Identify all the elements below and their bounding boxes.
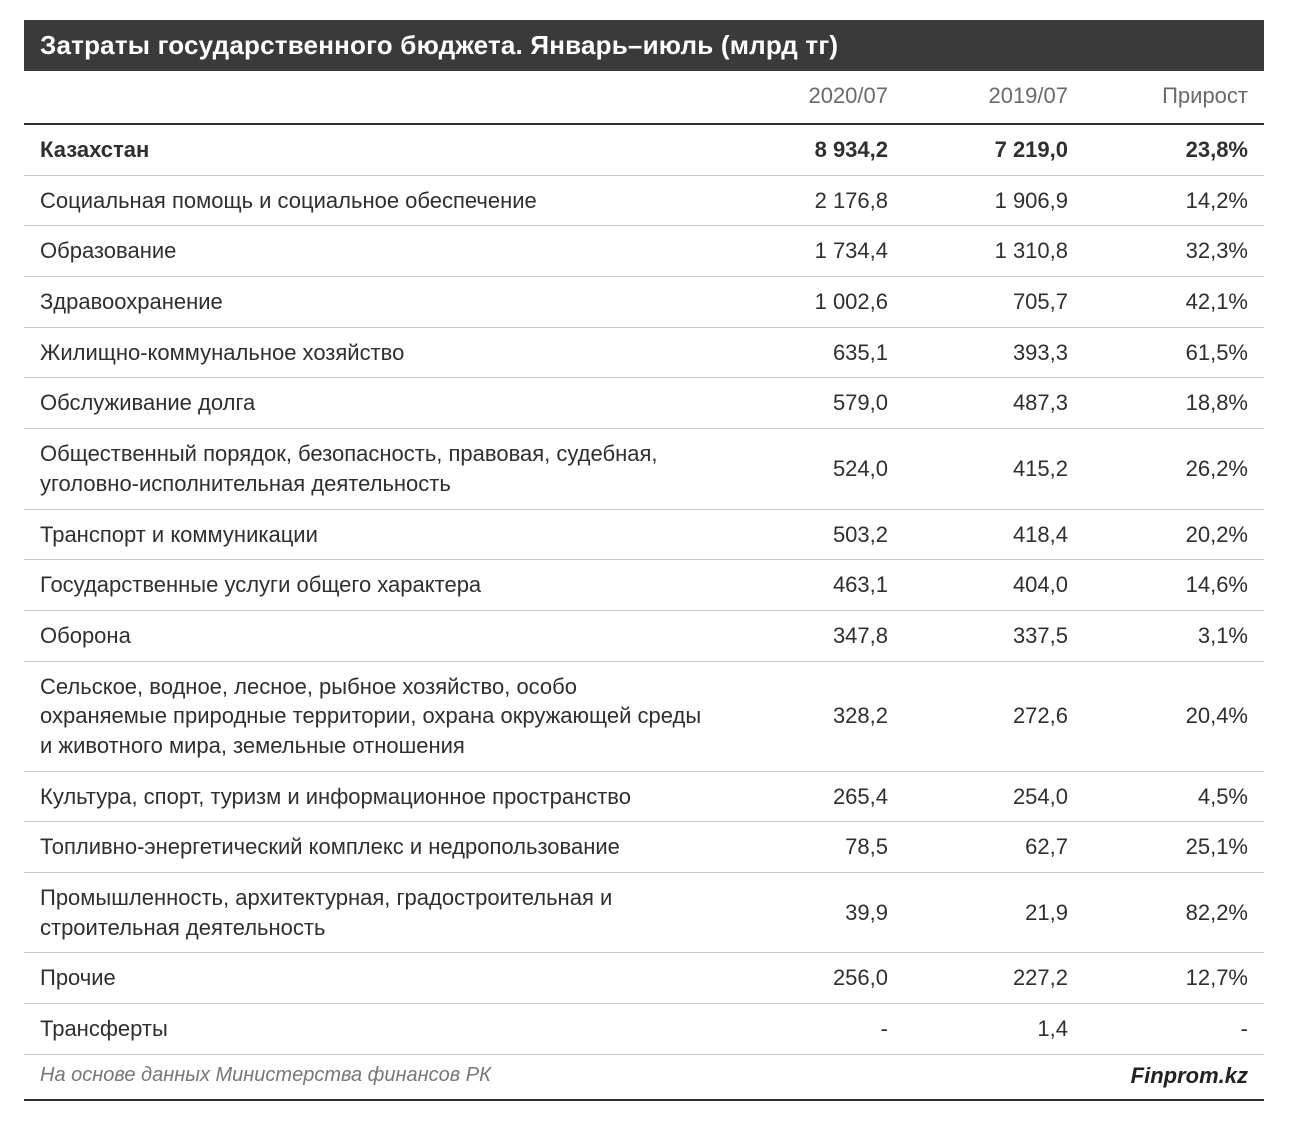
row-growth: 20,4% [1084, 661, 1264, 771]
total-growth: 23,8% [1084, 124, 1264, 175]
budget-table-panel: Затраты государственного бюджета. Январь… [24, 20, 1264, 1101]
row-2019: 337,5 [904, 610, 1084, 661]
row-name: Сельское, водное, лесное, рыбное хозяйст… [24, 661, 724, 771]
row-growth: 3,1% [1084, 610, 1264, 661]
row-name: Жилищно-коммунальное хозяйство [24, 327, 724, 378]
row-growth: 14,2% [1084, 175, 1264, 226]
col-header-growth: Прирост [1084, 71, 1264, 124]
row-2019: 415,2 [904, 429, 1084, 509]
row-growth: 26,2% [1084, 429, 1264, 509]
row-2019: 1,4 [904, 1004, 1084, 1055]
row-2020: 256,0 [724, 953, 904, 1004]
col-header-2020: 2020/07 [724, 71, 904, 124]
row-name: Социальная помощь и социальное обеспечен… [24, 175, 724, 226]
row-name: Прочие [24, 953, 724, 1004]
row-2019: 254,0 [904, 771, 1084, 822]
col-header-2019: 2019/07 [904, 71, 1084, 124]
row-2020: 1 002,6 [724, 277, 904, 328]
row-2020: 463,1 [724, 560, 904, 611]
row-2020: 78,5 [724, 822, 904, 873]
row-2020: 39,9 [724, 873, 904, 953]
table-row: Социальная помощь и социальное обеспечен… [24, 175, 1264, 226]
row-2019: 705,7 [904, 277, 1084, 328]
table-row: Трансферты-1,4- [24, 1004, 1264, 1055]
table-row: Жилищно-коммунальное хозяйство635,1393,3… [24, 327, 1264, 378]
table-row: Транспорт и коммуникации503,2418,420,2% [24, 509, 1264, 560]
row-2020: 347,8 [724, 610, 904, 661]
row-name: Общественный порядок, безопасность, прав… [24, 429, 724, 509]
table-footer-row: На основе данных Министерства финансов Р… [24, 1054, 1264, 1100]
row-2020: 265,4 [724, 771, 904, 822]
row-growth: 18,8% [1084, 378, 1264, 429]
row-2019: 418,4 [904, 509, 1084, 560]
row-name: Транспорт и коммуникации [24, 509, 724, 560]
row-2019: 21,9 [904, 873, 1084, 953]
row-2020: 579,0 [724, 378, 904, 429]
table-row: Здравоохранение1 002,6705,742,1% [24, 277, 1264, 328]
row-name: Культура, спорт, туризм и информационное… [24, 771, 724, 822]
row-2019: 272,6 [904, 661, 1084, 771]
table-row: Общественный порядок, безопасность, прав… [24, 429, 1264, 509]
table-row: Топливно-энергетический комплекс и недро… [24, 822, 1264, 873]
row-growth: 61,5% [1084, 327, 1264, 378]
footer-brand: Finprom.kz [904, 1054, 1264, 1100]
row-2020: 503,2 [724, 509, 904, 560]
budget-table: 2020/07 2019/07 Прирост Казахстан 8 934,… [24, 71, 1264, 1101]
col-header-name [24, 71, 724, 124]
row-growth: 12,7% [1084, 953, 1264, 1004]
table-header-row: 2020/07 2019/07 Прирост [24, 71, 1264, 124]
row-2019: 487,3 [904, 378, 1084, 429]
table-row: Промышленность, архитектурная, градостро… [24, 873, 1264, 953]
footer-source-note: На основе данных Министерства финансов Р… [24, 1054, 904, 1100]
total-name: Казахстан [24, 124, 724, 175]
total-2019: 7 219,0 [904, 124, 1084, 175]
row-growth: 25,1% [1084, 822, 1264, 873]
table-row: Обслуживание долга579,0487,318,8% [24, 378, 1264, 429]
total-2020: 8 934,2 [724, 124, 904, 175]
table-row: Культура, спорт, туризм и информационное… [24, 771, 1264, 822]
row-2020: 2 176,8 [724, 175, 904, 226]
row-name: Образование [24, 226, 724, 277]
table-row: Государственные услуги общего характера4… [24, 560, 1264, 611]
row-2019: 1 906,9 [904, 175, 1084, 226]
row-growth: 42,1% [1084, 277, 1264, 328]
row-name: Промышленность, архитектурная, градостро… [24, 873, 724, 953]
row-growth: 14,6% [1084, 560, 1264, 611]
table-row: Сельское, водное, лесное, рыбное хозяйст… [24, 661, 1264, 771]
row-growth: 32,3% [1084, 226, 1264, 277]
row-name: Государственные услуги общего характера [24, 560, 724, 611]
table-total-row: Казахстан 8 934,2 7 219,0 23,8% [24, 124, 1264, 175]
row-2019: 393,3 [904, 327, 1084, 378]
row-2020: - [724, 1004, 904, 1055]
table-row: Образование1 734,41 310,832,3% [24, 226, 1264, 277]
row-name: Здравоохранение [24, 277, 724, 328]
row-name: Трансферты [24, 1004, 724, 1055]
row-growth: 82,2% [1084, 873, 1264, 953]
row-2019: 62,7 [904, 822, 1084, 873]
row-name: Топливно-энергетический комплекс и недро… [24, 822, 724, 873]
row-2020: 328,2 [724, 661, 904, 771]
row-name: Обслуживание долга [24, 378, 724, 429]
row-growth: 4,5% [1084, 771, 1264, 822]
row-name: Оборона [24, 610, 724, 661]
row-growth: - [1084, 1004, 1264, 1055]
row-2020: 635,1 [724, 327, 904, 378]
table-body: Казахстан 8 934,2 7 219,0 23,8% Социальн… [24, 124, 1264, 1054]
table-title: Затраты государственного бюджета. Январь… [24, 20, 1264, 71]
row-2020: 1 734,4 [724, 226, 904, 277]
row-2019: 404,0 [904, 560, 1084, 611]
row-2019: 1 310,8 [904, 226, 1084, 277]
table-row: Оборона347,8337,53,1% [24, 610, 1264, 661]
table-row: Прочие256,0227,212,7% [24, 953, 1264, 1004]
row-2019: 227,2 [904, 953, 1084, 1004]
row-growth: 20,2% [1084, 509, 1264, 560]
row-2020: 524,0 [724, 429, 904, 509]
